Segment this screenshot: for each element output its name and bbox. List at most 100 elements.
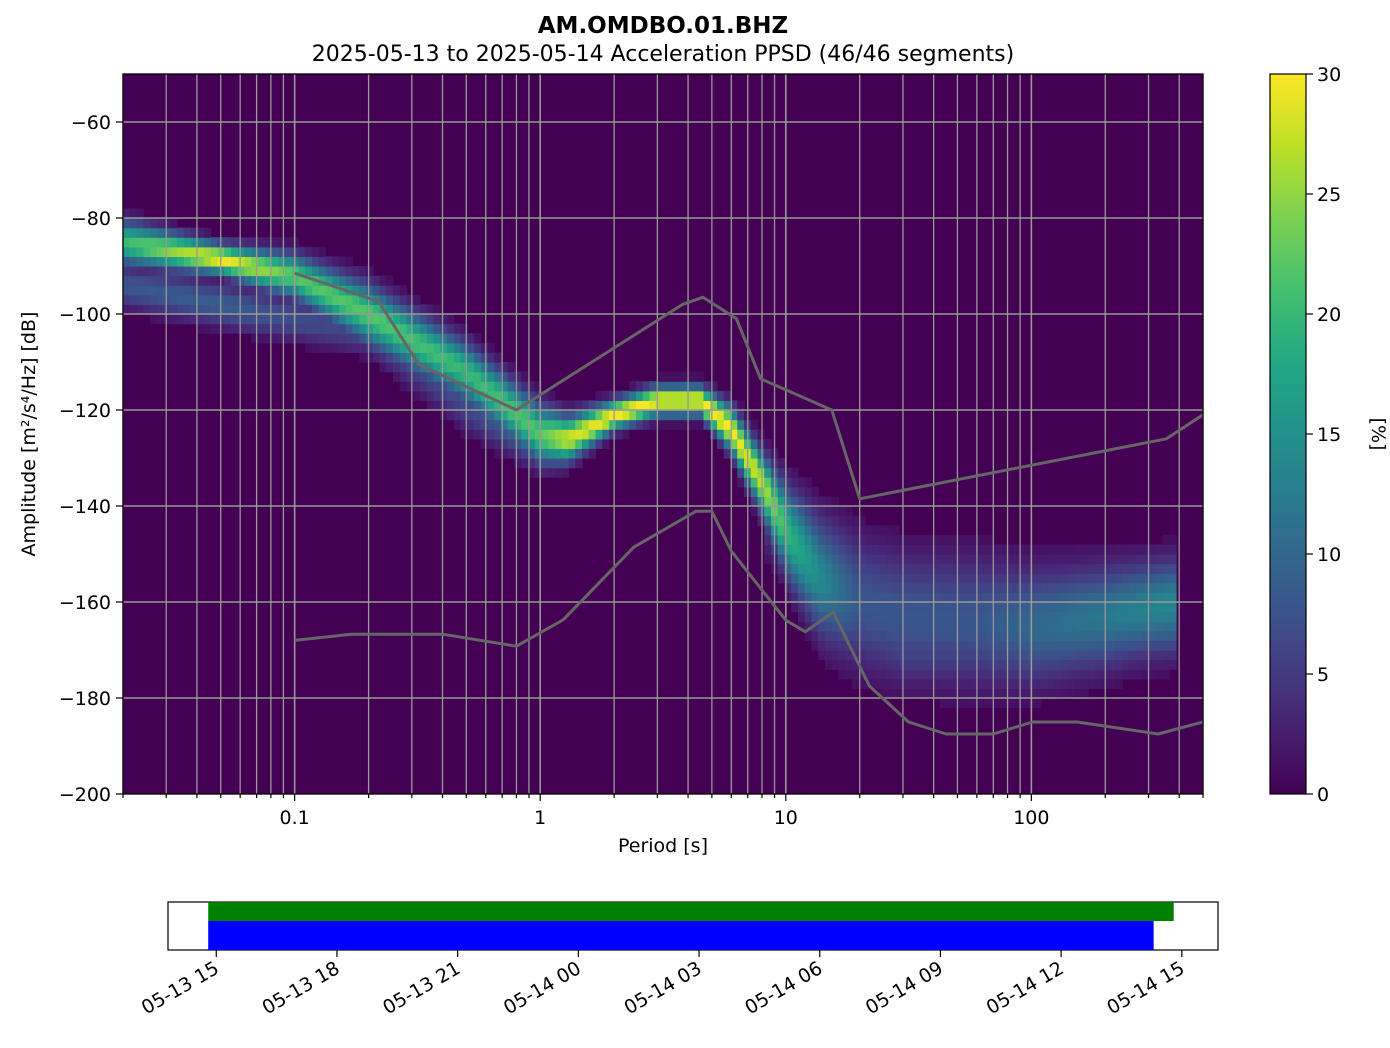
heatmap-cell bbox=[1155, 573, 1164, 584]
heatmap-cell bbox=[1074, 669, 1083, 680]
heatmap-cell bbox=[582, 410, 590, 421]
heatmap-cell bbox=[285, 285, 293, 296]
heatmap-cell bbox=[1047, 630, 1056, 641]
heatmap-cell bbox=[393, 304, 401, 315]
heatmap-cell bbox=[318, 294, 327, 305]
heatmap-cell bbox=[1068, 544, 1076, 555]
heatmap-cell bbox=[278, 266, 286, 277]
heatmap-cell bbox=[906, 573, 914, 584]
heatmap-cell bbox=[933, 534, 941, 545]
heatmap-cell bbox=[386, 275, 394, 286]
heatmap-cell bbox=[615, 390, 624, 401]
heatmap-cell bbox=[818, 611, 826, 622]
heatmap-cell bbox=[197, 227, 205, 238]
heatmap-cell bbox=[933, 544, 941, 555]
heatmap-cell bbox=[1014, 698, 1022, 709]
heatmap-cell bbox=[960, 611, 968, 622]
heatmap-cell bbox=[204, 323, 212, 334]
heatmap-cell bbox=[352, 294, 360, 305]
heatmap-cell bbox=[183, 237, 192, 248]
heatmap-cell bbox=[858, 554, 867, 565]
heatmap-cell bbox=[1007, 621, 1015, 632]
heatmap-cell bbox=[966, 659, 975, 670]
heatmap-cell bbox=[345, 294, 354, 305]
heatmap-cell bbox=[1034, 640, 1042, 651]
heatmap-cell bbox=[885, 563, 894, 574]
heatmap-cell bbox=[1068, 621, 1076, 632]
y-tick-label: −160 bbox=[59, 592, 111, 614]
heatmap-cell bbox=[386, 333, 394, 344]
heatmap-cell bbox=[150, 227, 158, 238]
heatmap-cell bbox=[1142, 659, 1150, 670]
heatmap-cell bbox=[764, 477, 772, 488]
heatmap-cell bbox=[1047, 678, 1056, 689]
heatmap-cell bbox=[852, 611, 860, 622]
heatmap-cell bbox=[831, 630, 840, 641]
heatmap-cell bbox=[656, 381, 664, 392]
heatmap-cell bbox=[575, 458, 583, 469]
heatmap-cell bbox=[818, 582, 826, 593]
heatmap-cell bbox=[1000, 621, 1008, 632]
heatmap-cell bbox=[298, 314, 306, 325]
heatmap-cell bbox=[960, 573, 968, 584]
heatmap-cell bbox=[710, 400, 718, 411]
heatmap-cell bbox=[244, 304, 252, 315]
heatmap-cell bbox=[933, 640, 941, 651]
heatmap-cell bbox=[393, 362, 401, 373]
heatmap-cell bbox=[528, 458, 536, 469]
heatmap-cell bbox=[224, 266, 232, 277]
heatmap-cell bbox=[636, 390, 644, 401]
heatmap-cell bbox=[852, 630, 860, 641]
heatmap-cell bbox=[467, 333, 475, 344]
heatmap-cell bbox=[669, 371, 678, 382]
heatmap-cell bbox=[224, 314, 232, 325]
heatmap-cell bbox=[1054, 554, 1062, 565]
heatmap-cell bbox=[1108, 669, 1116, 680]
heatmap-cell bbox=[892, 525, 900, 536]
heatmap-cell bbox=[717, 429, 725, 440]
heatmap-cell bbox=[1068, 602, 1076, 613]
heatmap-cell bbox=[305, 304, 313, 315]
heatmap-cell bbox=[649, 381, 657, 392]
heatmap-cell bbox=[960, 544, 968, 555]
heatmap-cell bbox=[1061, 573, 1069, 584]
heatmap-cell bbox=[858, 573, 867, 584]
heatmap-cell bbox=[912, 534, 921, 545]
heatmap-cell bbox=[1054, 688, 1062, 699]
heatmap-cell bbox=[163, 266, 171, 277]
heatmap-cell bbox=[730, 410, 738, 421]
heatmap-cell bbox=[966, 640, 975, 651]
heatmap-cell bbox=[426, 333, 435, 344]
heatmap-cell bbox=[163, 314, 171, 325]
heatmap-cell bbox=[150, 314, 158, 325]
heatmap-cell bbox=[1020, 544, 1029, 555]
heatmap-cell bbox=[440, 381, 448, 392]
heatmap-cell bbox=[507, 448, 516, 459]
heatmap-cell bbox=[1162, 534, 1170, 545]
heatmap-cell bbox=[555, 467, 563, 478]
heatmap-cell bbox=[845, 582, 853, 593]
heatmap-cell bbox=[298, 304, 306, 315]
heatmap-cell bbox=[717, 390, 725, 401]
heatmap-cell bbox=[1041, 630, 1049, 641]
heatmap-cell bbox=[1149, 630, 1157, 641]
heatmap-cell bbox=[575, 429, 583, 440]
heatmap-cell bbox=[987, 592, 995, 603]
heatmap-cell bbox=[204, 266, 212, 277]
heatmap-cell bbox=[460, 342, 468, 353]
heatmap-cell bbox=[831, 592, 840, 603]
heatmap-cell bbox=[440, 362, 448, 373]
heatmap-cell bbox=[723, 429, 732, 440]
heatmap-cell bbox=[359, 275, 367, 286]
heatmap-cell bbox=[237, 304, 246, 315]
heatmap-cell bbox=[838, 582, 846, 593]
heatmap-cell bbox=[892, 563, 900, 574]
heatmap-cell bbox=[622, 400, 630, 411]
heatmap-cell bbox=[777, 467, 786, 478]
heatmap-cell bbox=[885, 650, 894, 661]
heatmap-cell bbox=[852, 544, 860, 555]
heatmap-cell bbox=[480, 438, 489, 449]
heatmap-cell bbox=[926, 563, 934, 574]
heatmap-cell bbox=[825, 506, 833, 517]
heatmap-cell bbox=[359, 352, 367, 363]
